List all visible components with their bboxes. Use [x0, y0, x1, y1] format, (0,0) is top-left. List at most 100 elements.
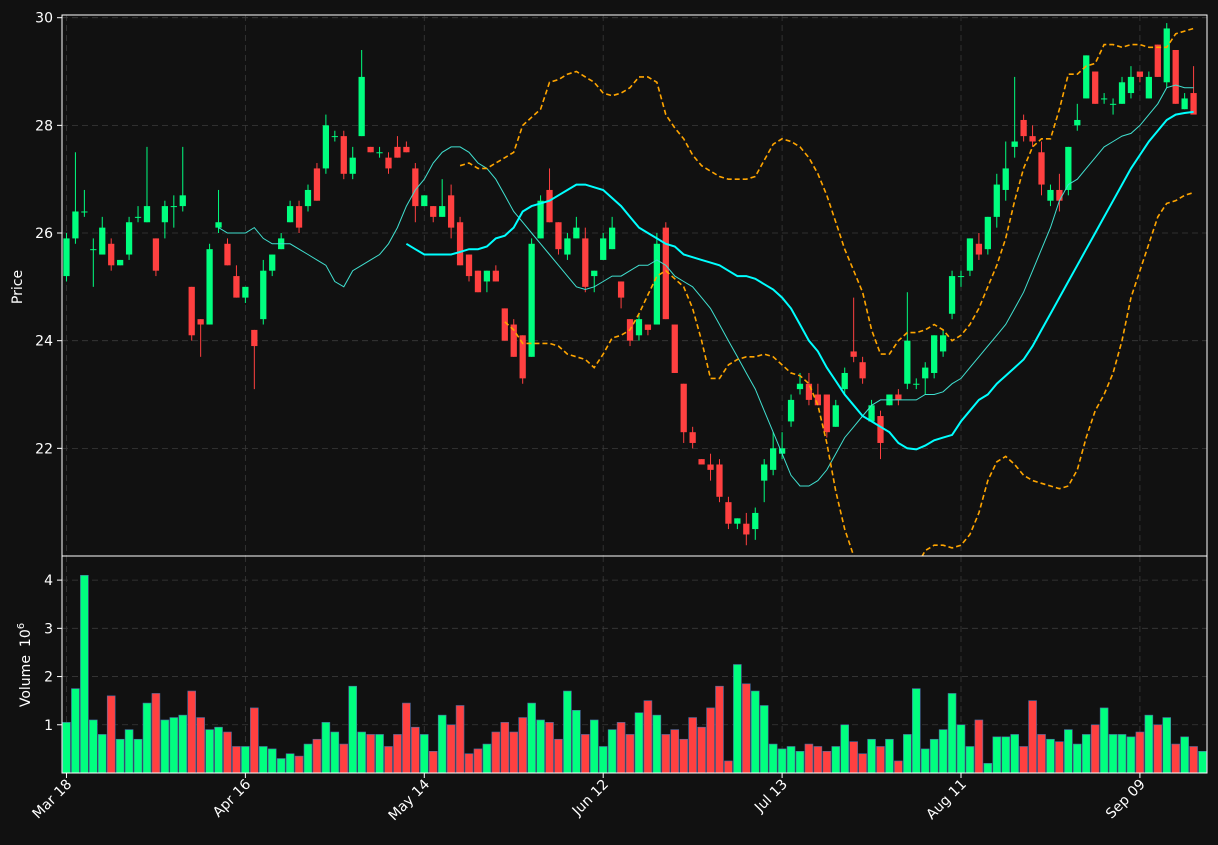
candle-body — [474, 270, 482, 293]
volume-bar — [71, 688, 80, 774]
candle-body — [957, 276, 965, 278]
candle-body — [483, 270, 491, 282]
candle-body — [716, 464, 723, 497]
price-panel: 22 24 26 28 30 — [35, 11, 1208, 557]
candle-body — [698, 459, 705, 465]
candle-body — [1092, 71, 1099, 104]
candle-body — [635, 319, 643, 336]
candle-body — [761, 464, 768, 481]
volume-bar — [1037, 734, 1046, 774]
volume-bar — [62, 722, 71, 774]
candle-body — [224, 243, 231, 266]
volume-bar — [1189, 746, 1198, 774]
volume-bar — [742, 683, 751, 774]
candle-body — [1172, 49, 1179, 104]
candles — [63, 23, 1197, 556]
candle-body — [948, 276, 956, 314]
volume-bar — [142, 702, 152, 774]
volume-bar — [89, 719, 98, 774]
candle-body — [778, 448, 786, 454]
volume-bar — [258, 746, 268, 774]
volume-bar — [133, 738, 143, 774]
price-tick-label: 28 — [35, 118, 53, 134]
candle-body — [796, 383, 804, 390]
candle-body — [430, 206, 437, 217]
volume-bar — [509, 731, 519, 774]
price-axis-label: Price — [10, 270, 26, 304]
volume-bar — [840, 724, 849, 774]
candle-body — [975, 243, 983, 255]
volume-bar — [366, 734, 375, 774]
candle-body — [931, 335, 938, 373]
volume-bar — [1073, 743, 1082, 774]
candle-body — [600, 238, 607, 260]
candle-body — [823, 394, 830, 433]
candle-body — [1056, 189, 1063, 201]
candle-body — [904, 340, 911, 384]
volume-bar — [661, 734, 671, 774]
candle-body — [770, 448, 777, 470]
candle-body — [868, 405, 875, 422]
volume-bar — [616, 722, 626, 774]
volume-bar — [1099, 707, 1109, 774]
candle-body — [161, 206, 169, 223]
candle-body — [1145, 76, 1152, 99]
candle-body — [537, 200, 544, 239]
volume-bar — [920, 748, 930, 774]
volume-bar — [106, 695, 116, 774]
candle-body — [814, 394, 822, 406]
volume-bar — [160, 719, 170, 774]
candle-body — [984, 216, 991, 250]
candle-body — [725, 502, 732, 524]
candle-body — [1020, 119, 1027, 137]
volume-bar — [572, 710, 581, 774]
candle-body — [787, 399, 795, 422]
candle-body — [966, 238, 974, 271]
candle-body — [269, 254, 276, 271]
volume-bar — [473, 748, 483, 774]
volume-bar — [992, 736, 1002, 774]
volume-bar — [241, 746, 250, 774]
volume-bar — [178, 714, 188, 774]
candle-body — [465, 254, 473, 277]
candle-body — [152, 238, 160, 271]
candle-body — [680, 383, 687, 433]
bollinger-upper-line — [459, 27, 1194, 355]
volume-bar — [804, 743, 814, 774]
candle-body — [1047, 189, 1054, 201]
volume-bar — [581, 734, 590, 774]
candle-body — [439, 206, 446, 217]
volume-bar — [1198, 750, 1207, 774]
volume-tick-label: 2 — [44, 670, 53, 686]
candle-body — [1154, 44, 1161, 77]
candle-body — [546, 189, 553, 223]
volume-bar — [1055, 741, 1064, 774]
volume-bar — [634, 712, 644, 774]
volume-bar — [536, 719, 545, 774]
volume-bar — [115, 738, 125, 774]
volume-bar — [545, 722, 554, 774]
volume-bar — [446, 724, 456, 774]
bollinger-lower-line — [504, 191, 1194, 556]
volume-axis-exponent-base: 10 — [18, 629, 34, 647]
candle-body — [1100, 98, 1108, 100]
candle-body — [841, 372, 848, 390]
candle-body — [832, 405, 839, 427]
price-tick-label: 22 — [35, 441, 53, 457]
volume-bar — [598, 746, 608, 774]
candle-body — [286, 206, 294, 223]
volume-bar — [1153, 724, 1163, 774]
volume-bar — [813, 746, 823, 774]
candle-body — [108, 243, 115, 266]
volume-bar — [876, 746, 885, 774]
volume-bar — [947, 693, 957, 774]
candle-body — [1109, 103, 1117, 105]
candle-body — [63, 238, 70, 277]
volume-bar — [643, 700, 653, 774]
candle-body — [939, 335, 947, 352]
volume-bar — [223, 731, 232, 774]
volume-bar — [285, 753, 295, 774]
candle-body — [689, 432, 696, 443]
volume-bar — [527, 702, 536, 774]
